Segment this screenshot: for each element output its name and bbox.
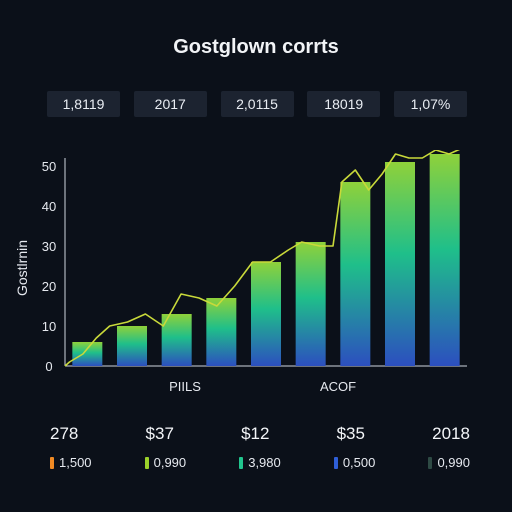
chart-bar: [340, 182, 371, 366]
summary-values: 278 $37 $12 $35 2018: [50, 424, 470, 444]
stat-box: 2,0115: [220, 91, 294, 117]
chart-bar: [429, 154, 460, 366]
legend-label: 0,990: [437, 455, 470, 470]
summary-value: $35: [336, 424, 365, 443]
legend-item: 1,500: [50, 455, 92, 470]
y-axis-title: Gostlrnin: [14, 240, 30, 296]
legend-swatch: [239, 456, 244, 469]
chart-title: Gostglown corrts: [173, 36, 339, 58]
x-axis-label: PIILS: [169, 379, 201, 394]
summary-value: 2018: [432, 424, 470, 443]
chart-bar: [385, 162, 415, 366]
chart-bar: [72, 342, 103, 366]
legend-label: 0,990: [153, 455, 187, 470]
legend-swatch: [50, 456, 54, 469]
summary-value: $12: [241, 424, 270, 443]
legend-item: 0,500: [333, 455, 376, 470]
chart-bar: [161, 314, 192, 366]
legend-swatch: [144, 456, 149, 469]
legend-swatch: [333, 456, 338, 469]
y-tick-label: 10: [42, 319, 56, 334]
y-tick-label: 50: [42, 159, 56, 174]
trend-line: [64, 150, 461, 367]
legend-item: 0,990: [428, 455, 470, 470]
legend: 1,500 0,990 3,980 0,500 0,990: [50, 455, 470, 470]
chart-bar: [295, 242, 326, 366]
y-tick-label: 20: [42, 279, 56, 294]
legend-label: 0,500: [342, 455, 376, 470]
y-tick-label: 30: [42, 239, 56, 254]
stat-box: 1,8119: [47, 91, 120, 117]
legend-item: 0,990: [144, 455, 187, 470]
stat-box: 2017: [133, 91, 207, 117]
legend-label: 3,980: [248, 455, 281, 470]
legend-item: 3,980: [239, 455, 281, 470]
x-axis-label: ACOF: [320, 379, 356, 394]
y-tick-label: 40: [42, 199, 56, 214]
chart-plot: 0 10 20 30 40 50 Gostlrnin PIILS ACOF: [14, 150, 467, 394]
chart-bar: [206, 298, 237, 366]
chart-bar: [117, 326, 147, 366]
chart-bar: [251, 262, 281, 366]
summary-value: $37: [145, 424, 174, 443]
legend-label: 1,500: [59, 455, 92, 470]
summary-value: 278: [50, 424, 79, 443]
legend-swatch: [428, 456, 433, 469]
stat-box: 18019: [307, 91, 381, 117]
stat-box: 1,07%: [394, 91, 467, 117]
stat-row: 1,8119 2017 2,0115 18019 1,07%: [47, 91, 467, 117]
y-tick-label: 0: [45, 359, 52, 374]
